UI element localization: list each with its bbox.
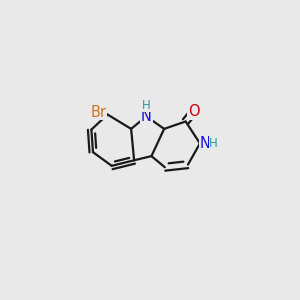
Text: O: O bbox=[188, 104, 199, 119]
Text: Br: Br bbox=[90, 105, 106, 120]
Text: N: N bbox=[141, 109, 152, 124]
Text: H: H bbox=[142, 99, 151, 112]
Text: N: N bbox=[200, 136, 211, 151]
Text: H: H bbox=[209, 137, 218, 150]
